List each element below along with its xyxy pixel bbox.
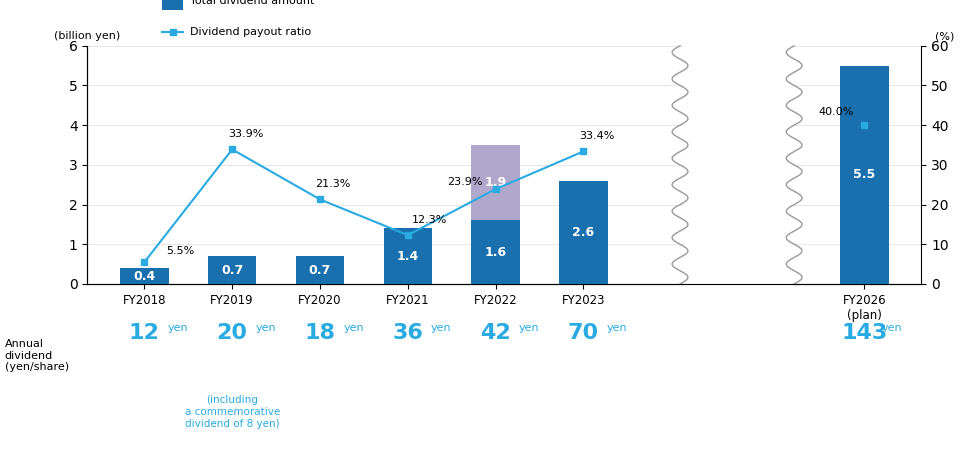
Text: yen: yen	[881, 323, 901, 333]
Text: 36: 36	[392, 323, 422, 343]
Text: 23.9%: 23.9%	[447, 177, 483, 187]
Bar	[839, 65, 888, 284]
Text: 12.3%: 12.3%	[412, 215, 447, 225]
Text: (%): (%)	[934, 31, 953, 41]
Text: 143: 143	[840, 323, 887, 343]
Bar	[207, 256, 256, 284]
Text: (including
a commemorative
dividend of 8 yen): (including a commemorative dividend of 8…	[184, 395, 279, 429]
Text: 70: 70	[567, 323, 599, 343]
Text: 2.6: 2.6	[572, 226, 594, 239]
Text: yen: yen	[255, 323, 276, 333]
Text: yen: yen	[606, 323, 627, 333]
Text: 18: 18	[304, 323, 335, 343]
Bar	[296, 256, 344, 284]
Text: 20: 20	[216, 323, 247, 343]
Text: 0.7: 0.7	[308, 263, 330, 277]
Bar	[384, 229, 431, 284]
Text: yen: yen	[343, 323, 363, 333]
FancyBboxPatch shape	[162, 0, 183, 10]
Text: 5.5%: 5.5%	[166, 246, 195, 256]
Text: yen: yen	[518, 323, 539, 333]
Text: 5.5: 5.5	[853, 168, 875, 181]
Text: 33.9%: 33.9%	[228, 130, 263, 140]
Text: 1.4: 1.4	[396, 250, 419, 263]
Text: 0.4: 0.4	[133, 269, 155, 283]
Text: 42: 42	[480, 323, 511, 343]
Text: 33.4%: 33.4%	[578, 131, 613, 142]
Text: Dividend payout ratio: Dividend payout ratio	[190, 27, 311, 37]
Bar	[559, 181, 607, 284]
Bar	[471, 145, 519, 220]
Text: (billion yen): (billion yen)	[54, 31, 120, 41]
Text: 21.3%: 21.3%	[315, 180, 351, 190]
Text: yen: yen	[168, 323, 188, 333]
Text: 1.9: 1.9	[484, 176, 506, 189]
Text: Total dividend amount: Total dividend amount	[190, 0, 314, 5]
Bar	[120, 268, 169, 284]
Bar	[684, 44, 789, 286]
Text: 0.7: 0.7	[221, 263, 243, 277]
Text: 12: 12	[129, 323, 160, 343]
Bar	[471, 220, 519, 284]
Text: 40.0%: 40.0%	[818, 107, 854, 117]
Text: Annual
dividend
(yen/share): Annual dividend (yen/share)	[5, 339, 69, 372]
Text: yen: yen	[430, 323, 452, 333]
Text: 1.6: 1.6	[484, 245, 506, 259]
